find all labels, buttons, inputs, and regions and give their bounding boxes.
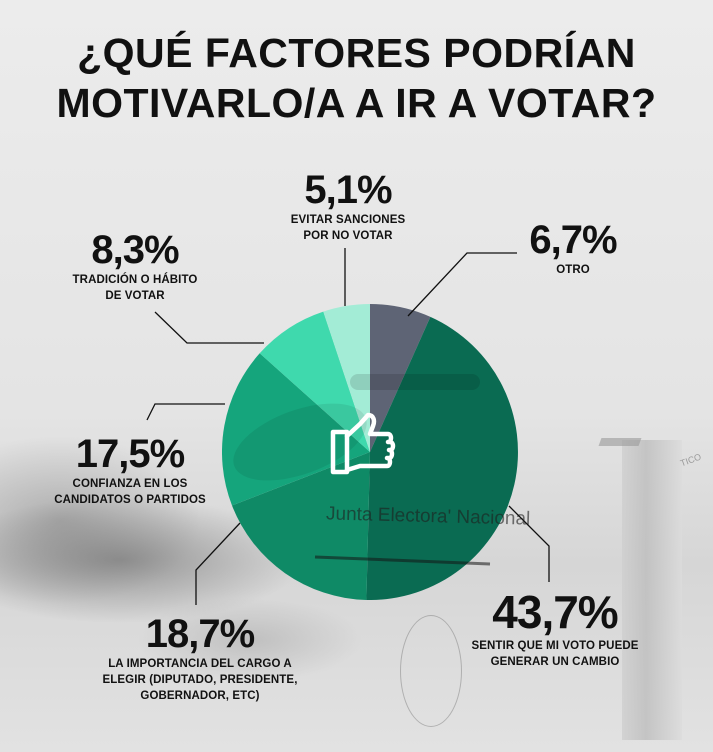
coat-of-arms-seal [400,615,462,727]
label-sentir: 43,7% SENTIR QUE MI VOTO PUEDE GENERAR U… [440,586,670,670]
pct-importancia: 18,7% [145,612,255,656]
desc-otro: OTRO [556,264,590,276]
desc-tradicion-1: TRADICIÓN O HÁBITO [72,274,198,286]
slice-tradicion [259,311,370,452]
label-otro: 6,7% OTRO [518,218,628,278]
label-tradicion: 8,3% TRADICIÓN O HÁBITO DE VOTAR [40,228,230,304]
ballot-box-photo [622,440,682,740]
desc-sentir-2: GENERAR UN CAMBIO [490,656,620,668]
desc-importancia-3: GOBERNADOR, ETC) [140,690,260,702]
label-evitar: 5,1% EVITAR SANCIONES POR NO VOTAR [263,168,433,244]
desc-importancia-1: LA IMPORTANCIA DEL CARGO A [108,658,292,670]
slice-importancia [232,452,370,600]
desc-confianza-2: CANDIDATOS O PARTIDOS [54,494,206,506]
pct-tradicion: 8,3% [91,228,179,272]
label-confianza: 17,5% CONFIANZA EN LOS CANDIDATOS O PART… [20,432,240,508]
chart-title: ¿QUÉ FACTORES PODRÍAN MOTIVARLO/A A IR A… [0,28,713,128]
desc-importancia-2: ELEGIR (DIPUTADO, PRESIDENTE, [102,674,298,686]
slice-sentir [366,316,518,600]
desc-confianza-1: CONFIANZA EN LOS [72,478,188,490]
label-importancia: 18,7% LA IMPORTANCIA DEL CARGO A ELEGIR … [70,612,330,704]
title-line-1: ¿QUÉ FACTORES PODRÍAN [77,30,636,76]
pct-evitar: 5,1% [304,168,392,212]
thumbs-up-icon [330,412,396,476]
title-line-2: MOTIVARLO/A A IR A VOTAR? [56,80,657,126]
desc-sentir-1: SENTIR QUE MI VOTO PUEDE [471,640,639,652]
pct-otro: 6,7% [529,218,617,262]
desc-tradicion-2: DE VOTAR [105,290,165,302]
slice-evitar [323,304,370,452]
pie-chart [222,304,518,600]
pct-sentir: 43,7% [492,586,618,638]
pct-confianza: 17,5% [75,432,185,476]
desc-evitar-2: POR NO VOTAR [303,230,393,242]
desc-evitar-1: EVITAR SANCIONES [290,214,406,226]
ballot-box-slot [598,438,642,446]
slice-otro [370,304,431,452]
slice-confianza [222,353,370,506]
